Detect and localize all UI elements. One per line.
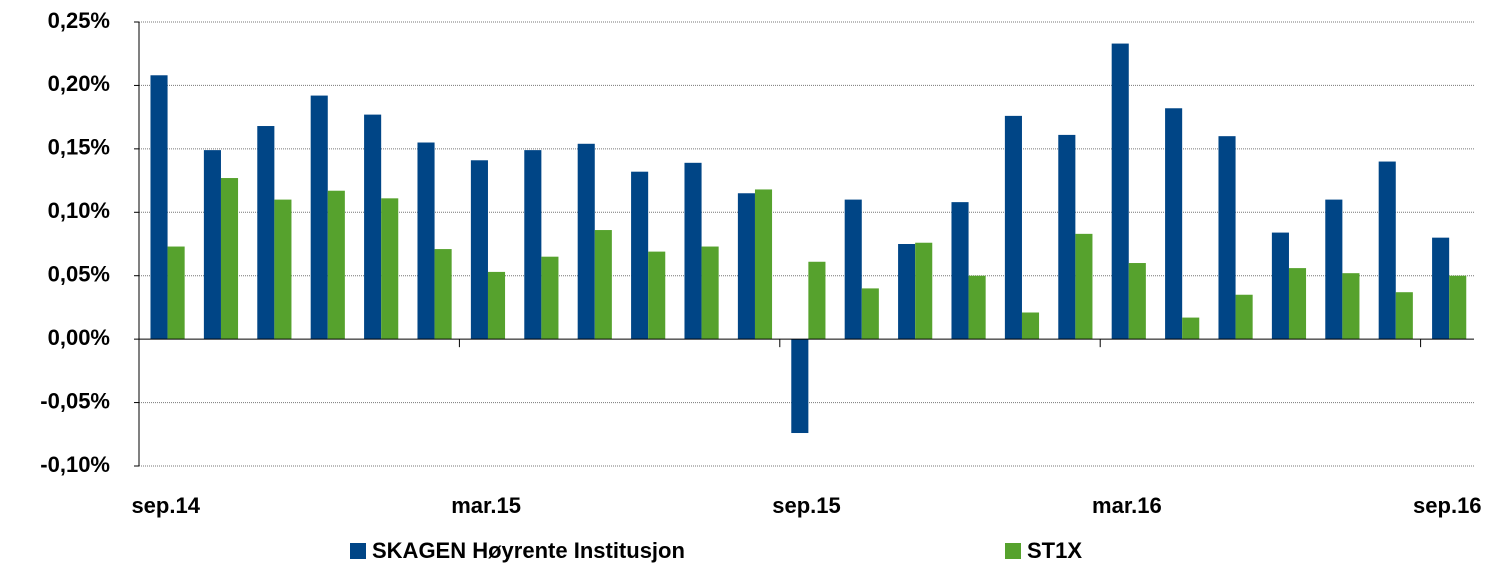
legend-label: SKAGEN Høyrente Institusjon	[372, 538, 685, 563]
bar	[951, 202, 969, 340]
bar	[417, 142, 435, 340]
bar	[381, 198, 399, 340]
bar	[737, 193, 755, 340]
y-tick-label: 0,10%	[48, 198, 110, 223]
bar	[1271, 232, 1289, 340]
bar	[1165, 108, 1183, 340]
bar	[1395, 292, 1413, 340]
bar	[327, 190, 345, 340]
bar	[1182, 317, 1200, 340]
bar	[470, 160, 488, 340]
bar	[487, 271, 506, 340]
legend-swatch	[1005, 543, 1021, 559]
bar	[1342, 273, 1360, 340]
y-tick-label: -0,10%	[40, 452, 110, 477]
bar	[257, 126, 275, 340]
bar	[808, 261, 826, 340]
bar	[1004, 115, 1022, 340]
bar	[220, 178, 239, 340]
bar	[1325, 199, 1343, 340]
bar	[915, 242, 933, 340]
bar	[861, 288, 879, 340]
bar	[434, 249, 452, 340]
y-tick-label: 0,00%	[48, 325, 110, 350]
bar	[754, 189, 773, 340]
y-tick-label: 0,15%	[48, 135, 110, 160]
bar	[844, 199, 862, 340]
x-tick-label: sep.15	[772, 493, 841, 518]
bar	[631, 171, 649, 340]
bar	[310, 95, 328, 340]
bar	[1058, 134, 1076, 340]
y-tick-label: 0,20%	[48, 71, 110, 96]
bar	[1218, 136, 1236, 340]
bar	[1075, 233, 1093, 340]
bar	[594, 230, 612, 340]
bar	[968, 275, 986, 340]
x-tick-label: sep.14	[131, 493, 200, 518]
bar	[150, 75, 168, 340]
bar	[898, 244, 916, 340]
bar	[167, 246, 185, 340]
bar	[1378, 161, 1396, 340]
bar	[524, 150, 542, 340]
legend-label: ST1X	[1027, 538, 1082, 563]
bar	[1128, 263, 1146, 340]
bar	[791, 339, 809, 434]
bar	[1288, 268, 1307, 340]
bar	[701, 246, 719, 340]
bar	[1021, 312, 1040, 340]
bar	[541, 256, 559, 340]
x-tick-label: mar.16	[1092, 493, 1162, 518]
x-tick-label: sep.16	[1413, 493, 1482, 518]
bar	[1235, 294, 1253, 340]
bar	[1449, 275, 1467, 340]
bar	[274, 199, 292, 340]
y-tick-label: 0,05%	[48, 262, 110, 287]
bar	[1111, 43, 1129, 340]
x-tick-label: mar.15	[451, 493, 521, 518]
bar	[684, 162, 702, 340]
y-tick-label: -0,05%	[40, 388, 110, 413]
bar	[364, 114, 382, 340]
bar	[648, 251, 666, 340]
bar	[577, 143, 595, 340]
bar	[1432, 237, 1450, 340]
y-tick-label: 0,25%	[48, 8, 110, 33]
legend-swatch	[350, 543, 366, 559]
bar	[203, 150, 221, 340]
